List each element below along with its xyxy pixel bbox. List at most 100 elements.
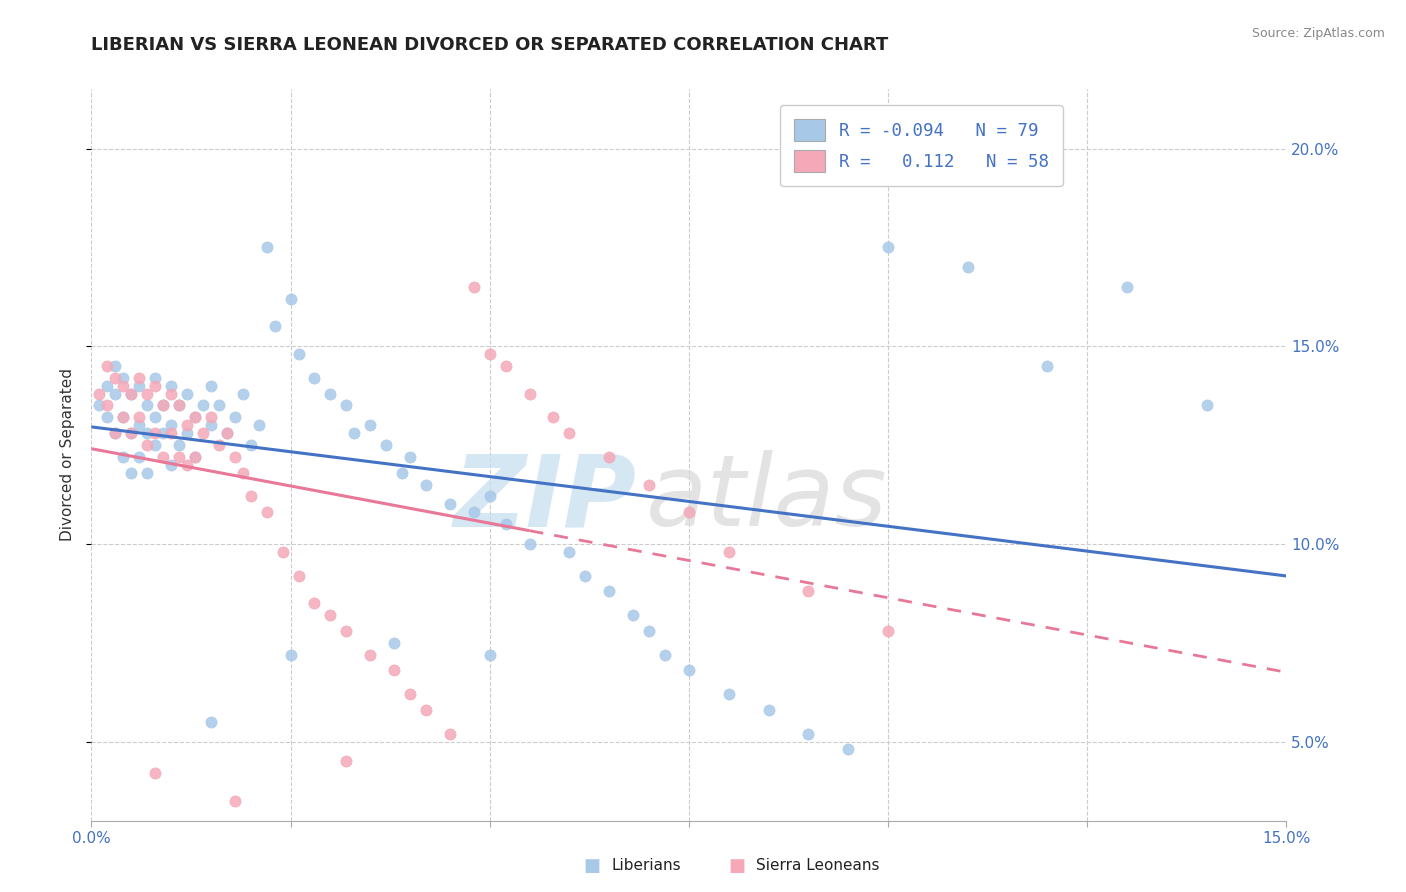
Point	[359, 418, 381, 433]
Point	[415, 703, 437, 717]
Point	[574, 568, 596, 582]
Point	[319, 386, 342, 401]
Point	[717, 687, 740, 701]
Text: Sierra Leoneans: Sierra Leoneans	[756, 858, 880, 872]
Point	[136, 438, 159, 452]
Point	[495, 359, 517, 373]
Point	[160, 458, 183, 472]
Point	[112, 378, 135, 392]
Point	[877, 240, 900, 254]
Point	[89, 386, 111, 401]
Point	[224, 410, 246, 425]
Text: ZIP: ZIP	[454, 450, 637, 548]
Point	[638, 624, 661, 638]
Point	[112, 410, 135, 425]
Point	[200, 714, 222, 729]
Point	[758, 703, 780, 717]
Point	[128, 418, 150, 433]
Point	[415, 477, 437, 491]
Point	[1116, 280, 1139, 294]
Point	[104, 426, 127, 441]
Point	[104, 371, 127, 385]
Point	[104, 426, 127, 441]
Point	[280, 648, 302, 662]
Text: LIBERIAN VS SIERRA LEONEAN DIVORCED OR SEPARATED CORRELATION CHART: LIBERIAN VS SIERRA LEONEAN DIVORCED OR S…	[91, 36, 889, 54]
Point	[797, 726, 820, 740]
Point	[287, 347, 309, 361]
Point	[797, 584, 820, 599]
Point	[160, 378, 183, 392]
Point	[463, 280, 485, 294]
Point	[152, 399, 174, 413]
Point	[319, 608, 342, 623]
Point	[598, 584, 620, 599]
Point	[678, 664, 700, 678]
Text: ■: ■	[583, 856, 600, 874]
Point	[224, 794, 246, 808]
Point	[128, 378, 150, 392]
Text: ■: ■	[728, 856, 745, 874]
Point	[478, 648, 501, 662]
Point	[143, 438, 166, 452]
Point	[280, 292, 302, 306]
Point	[439, 726, 461, 740]
Point	[1036, 359, 1059, 373]
Point	[191, 399, 214, 413]
Point	[543, 410, 565, 425]
Point	[519, 537, 541, 551]
Point	[239, 438, 262, 452]
Point	[256, 505, 278, 519]
Point	[271, 545, 294, 559]
Point	[256, 240, 278, 254]
Point	[96, 359, 118, 373]
Point	[200, 418, 222, 433]
Point	[200, 378, 222, 392]
Point	[120, 426, 142, 441]
Point	[519, 386, 541, 401]
Point	[399, 450, 422, 464]
Point	[224, 450, 246, 464]
Point	[215, 426, 238, 441]
Point	[335, 624, 357, 638]
Point	[120, 386, 142, 401]
Point	[304, 371, 326, 385]
Point	[128, 371, 150, 385]
Point	[143, 426, 166, 441]
Point	[837, 742, 859, 756]
Point	[167, 438, 190, 452]
Point	[1195, 399, 1218, 413]
Point	[335, 399, 357, 413]
Point	[176, 418, 198, 433]
Point	[191, 426, 214, 441]
Point	[399, 687, 422, 701]
Point	[304, 596, 326, 610]
Point	[104, 386, 127, 401]
Point	[215, 426, 238, 441]
Point	[247, 418, 270, 433]
Point	[343, 426, 366, 441]
Point	[239, 490, 262, 504]
Point	[232, 386, 254, 401]
Point	[598, 450, 620, 464]
Point	[359, 648, 381, 662]
Point	[232, 466, 254, 480]
Text: atlas: atlas	[645, 450, 887, 548]
Point	[128, 450, 150, 464]
Text: Source: ZipAtlas.com: Source: ZipAtlas.com	[1251, 27, 1385, 40]
Point	[558, 545, 581, 559]
Point	[112, 450, 135, 464]
Point	[160, 426, 183, 441]
Point	[956, 260, 979, 274]
Point	[391, 466, 413, 480]
Point	[167, 399, 190, 413]
Point	[143, 371, 166, 385]
Point	[335, 755, 357, 769]
Point	[143, 378, 166, 392]
Point	[654, 648, 676, 662]
Point	[208, 438, 231, 452]
Point	[287, 568, 309, 582]
Point	[184, 450, 207, 464]
Point	[382, 664, 405, 678]
Point	[176, 458, 198, 472]
Point	[136, 426, 159, 441]
